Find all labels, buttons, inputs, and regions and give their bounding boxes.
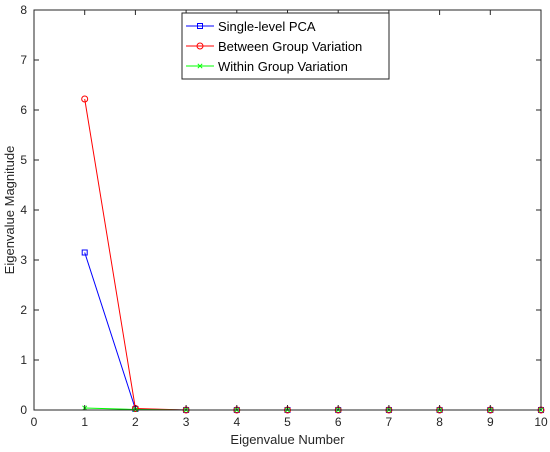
y-tick-label: 1 xyxy=(20,353,27,367)
x-tick-label: 7 xyxy=(386,415,393,429)
legend-entry: Between Group Variation xyxy=(186,39,362,54)
x-tick-label: 4 xyxy=(233,415,240,429)
data-point xyxy=(81,95,89,103)
x-tick-label: 3 xyxy=(183,415,190,429)
legend-label: Within Group Variation xyxy=(218,59,348,74)
x-tick-label: 10 xyxy=(534,415,548,429)
y-tick-label: 0 xyxy=(20,403,27,417)
legend: Single-level PCA Between Group Variation W… xyxy=(181,12,390,80)
legend-swatch-marker xyxy=(196,42,204,50)
y-axis-label: Eigenvalue Magnitude xyxy=(2,146,17,275)
x-tick-label: 9 xyxy=(487,415,494,429)
legend-entry: Single-level PCA xyxy=(186,19,316,34)
legend-swatch-marker xyxy=(197,23,203,29)
y-tick-label: 7 xyxy=(20,53,27,67)
legend-swatch-marker xyxy=(197,63,203,69)
x-tick-label: 8 xyxy=(436,415,443,429)
x-tick-label: 2 xyxy=(132,415,139,429)
legend-label: Between Group Variation xyxy=(218,39,362,54)
x-tick-label: 0 xyxy=(31,415,38,429)
x-tick-label: 6 xyxy=(335,415,342,429)
legend-entry: Within Group Variation xyxy=(186,59,348,74)
legend-box xyxy=(181,12,390,80)
y-tick-label: 3 xyxy=(20,253,27,267)
y-tick-label: 6 xyxy=(20,103,27,117)
x-axis-label: Eigenvalue Number xyxy=(230,432,345,447)
data-point xyxy=(81,249,88,256)
x-tick-label: 5 xyxy=(284,415,291,429)
x-tick-label: 1 xyxy=(81,415,88,429)
y-tick-label: 4 xyxy=(20,203,27,217)
legend-swatch-marker-stroke-b xyxy=(197,63,203,69)
y-tick-label: 2 xyxy=(20,303,27,317)
y-tick-label: 8 xyxy=(20,3,27,17)
axes-layer: 0 1 2 3 4 5 6 7 8 9 10 0 1 2 3 4 5 6 7 8 xyxy=(20,3,548,429)
y-tick-label: 5 xyxy=(20,153,27,167)
legend-label: Single-level PCA xyxy=(218,19,316,34)
